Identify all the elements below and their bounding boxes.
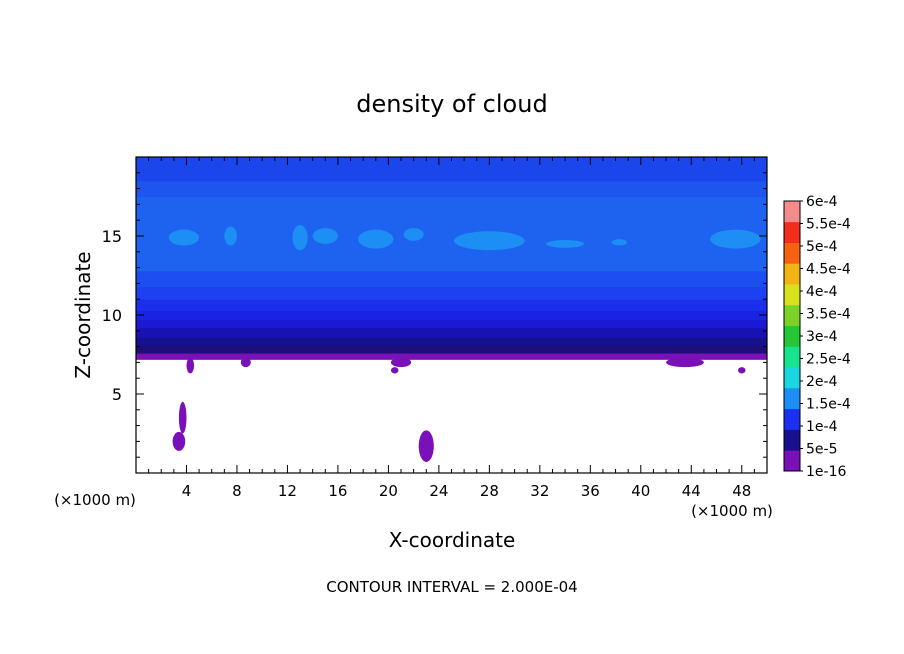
high-density-patch-1 (224, 226, 237, 246)
colorbar-label: 5.5e-4 (806, 217, 851, 233)
cloud-layer-7 (136, 286, 767, 300)
low-density-patch-3 (240, 357, 251, 368)
cloud-layer-1 (136, 345, 767, 354)
high-density-patch-8 (611, 239, 627, 246)
colorbar-swatch (784, 408, 800, 430)
chart-title: density of cloud (356, 90, 547, 118)
colorbar-swatch (784, 221, 800, 243)
cloud-layer-5 (136, 310, 767, 321)
low-density-patch-4 (390, 367, 399, 374)
colorbar-label: 2.5e-4 (806, 352, 851, 368)
colorbar-swatch (784, 450, 800, 472)
colorbar-label: 4e-4 (806, 284, 838, 300)
high-density-patch-0 (168, 229, 200, 246)
low-density-patch-1 (178, 401, 187, 434)
colorbar-swatch (784, 242, 800, 264)
x-tick-label: 12 (278, 482, 297, 500)
colorbar-swatch (784, 304, 800, 327)
high-density-patch-7 (546, 239, 585, 248)
contour-interval-note: CONTOUR INTERVAL = 2.000E-04 (326, 578, 577, 596)
x-tick-label: 8 (232, 482, 242, 500)
colorbar-swatch (784, 284, 800, 306)
y-tick-labels: 5 10 15 (102, 227, 122, 404)
colorbar: 1e-16 5e-5 1e-4 1.5e-4 2e-4 2.5e-4 3e-4 3.5e-4 4… (783, 194, 851, 480)
colorbar-label: 1e-4 (806, 419, 838, 435)
colorbar-swatch (784, 346, 800, 368)
colorbar-swatch (784, 387, 800, 410)
cloud-layers (136, 157, 767, 360)
low-density-patch-5 (390, 357, 412, 368)
colorbar-label: 3e-4 (806, 329, 838, 345)
high-density-patch-2 (292, 224, 308, 251)
cloud-layer-2 (136, 337, 767, 346)
high-density-patch-5 (403, 228, 424, 241)
x-unit-label: (×1000 m) (691, 502, 773, 520)
low-density-patch-0 (172, 431, 186, 451)
x-tick-label: 16 (328, 482, 347, 500)
cloud-layer-4 (136, 319, 767, 329)
x-tick-label: 20 (379, 482, 398, 500)
cloud-layer-6 (136, 299, 767, 311)
density-patches (168, 224, 761, 462)
low-density-patch-2 (186, 357, 195, 374)
high-density-patch-6 (454, 231, 525, 251)
colorbar-label: 3.5e-4 (806, 307, 851, 323)
x-tick-label: 4 (182, 482, 192, 500)
colorbar-swatch (784, 325, 800, 347)
y-unit-label: (×1000 m) (54, 491, 136, 509)
colorbar-label: 5e-4 (806, 239, 838, 255)
colorbar-label: 2e-4 (806, 374, 838, 390)
low-density-patch-7 (666, 357, 704, 368)
colorbar-label: 1e-16 (806, 464, 846, 480)
cloud-layer-10 (136, 180, 767, 198)
axis-ticks (136, 157, 767, 473)
x-tick-label: 32 (530, 482, 549, 500)
cloud-layer-9 (136, 196, 767, 272)
x-tick-label: 24 (429, 482, 448, 500)
x-axis-label: X-coordinate (389, 528, 516, 552)
high-density-patch-9 (710, 229, 761, 249)
low-density-patch-6 (418, 430, 434, 462)
x-tick-label: 40 (631, 482, 650, 500)
y-axis-label: Z-coordinate (71, 251, 95, 378)
colorbar-swatch (784, 201, 800, 223)
x-tick-labels: 4 8 12 16 20 24 28 32 36 40 44 48 (182, 482, 752, 500)
y-tick-label: 5 (112, 385, 122, 404)
cloud-layer-11 (136, 157, 767, 182)
plot-area (136, 157, 767, 473)
y-tick-label: 10 (102, 306, 122, 325)
cloud-layer-8 (136, 270, 767, 288)
colorbar-swatch (784, 429, 800, 451)
colorbar-swatch (784, 367, 800, 389)
x-tick-label: 44 (682, 482, 701, 500)
colorbar-swatch (784, 263, 800, 285)
x-tick-label: 36 (581, 482, 600, 500)
colorbar-label: 4.5e-4 (806, 262, 851, 278)
x-tick-label: 48 (732, 482, 751, 500)
cloud-layer-0 (136, 352, 767, 360)
colorbar-label: 1.5e-4 (806, 397, 851, 413)
cloud-layer-3 (136, 327, 767, 338)
x-tick-label: 28 (480, 482, 499, 500)
colorbar-label: 6e-4 (806, 194, 838, 210)
low-density-patch-8 (737, 367, 746, 374)
high-density-patch-3 (312, 228, 338, 244)
high-density-patch-4 (358, 229, 394, 249)
colorbar-label: 5e-5 (806, 442, 837, 458)
y-tick-label: 15 (102, 227, 122, 246)
